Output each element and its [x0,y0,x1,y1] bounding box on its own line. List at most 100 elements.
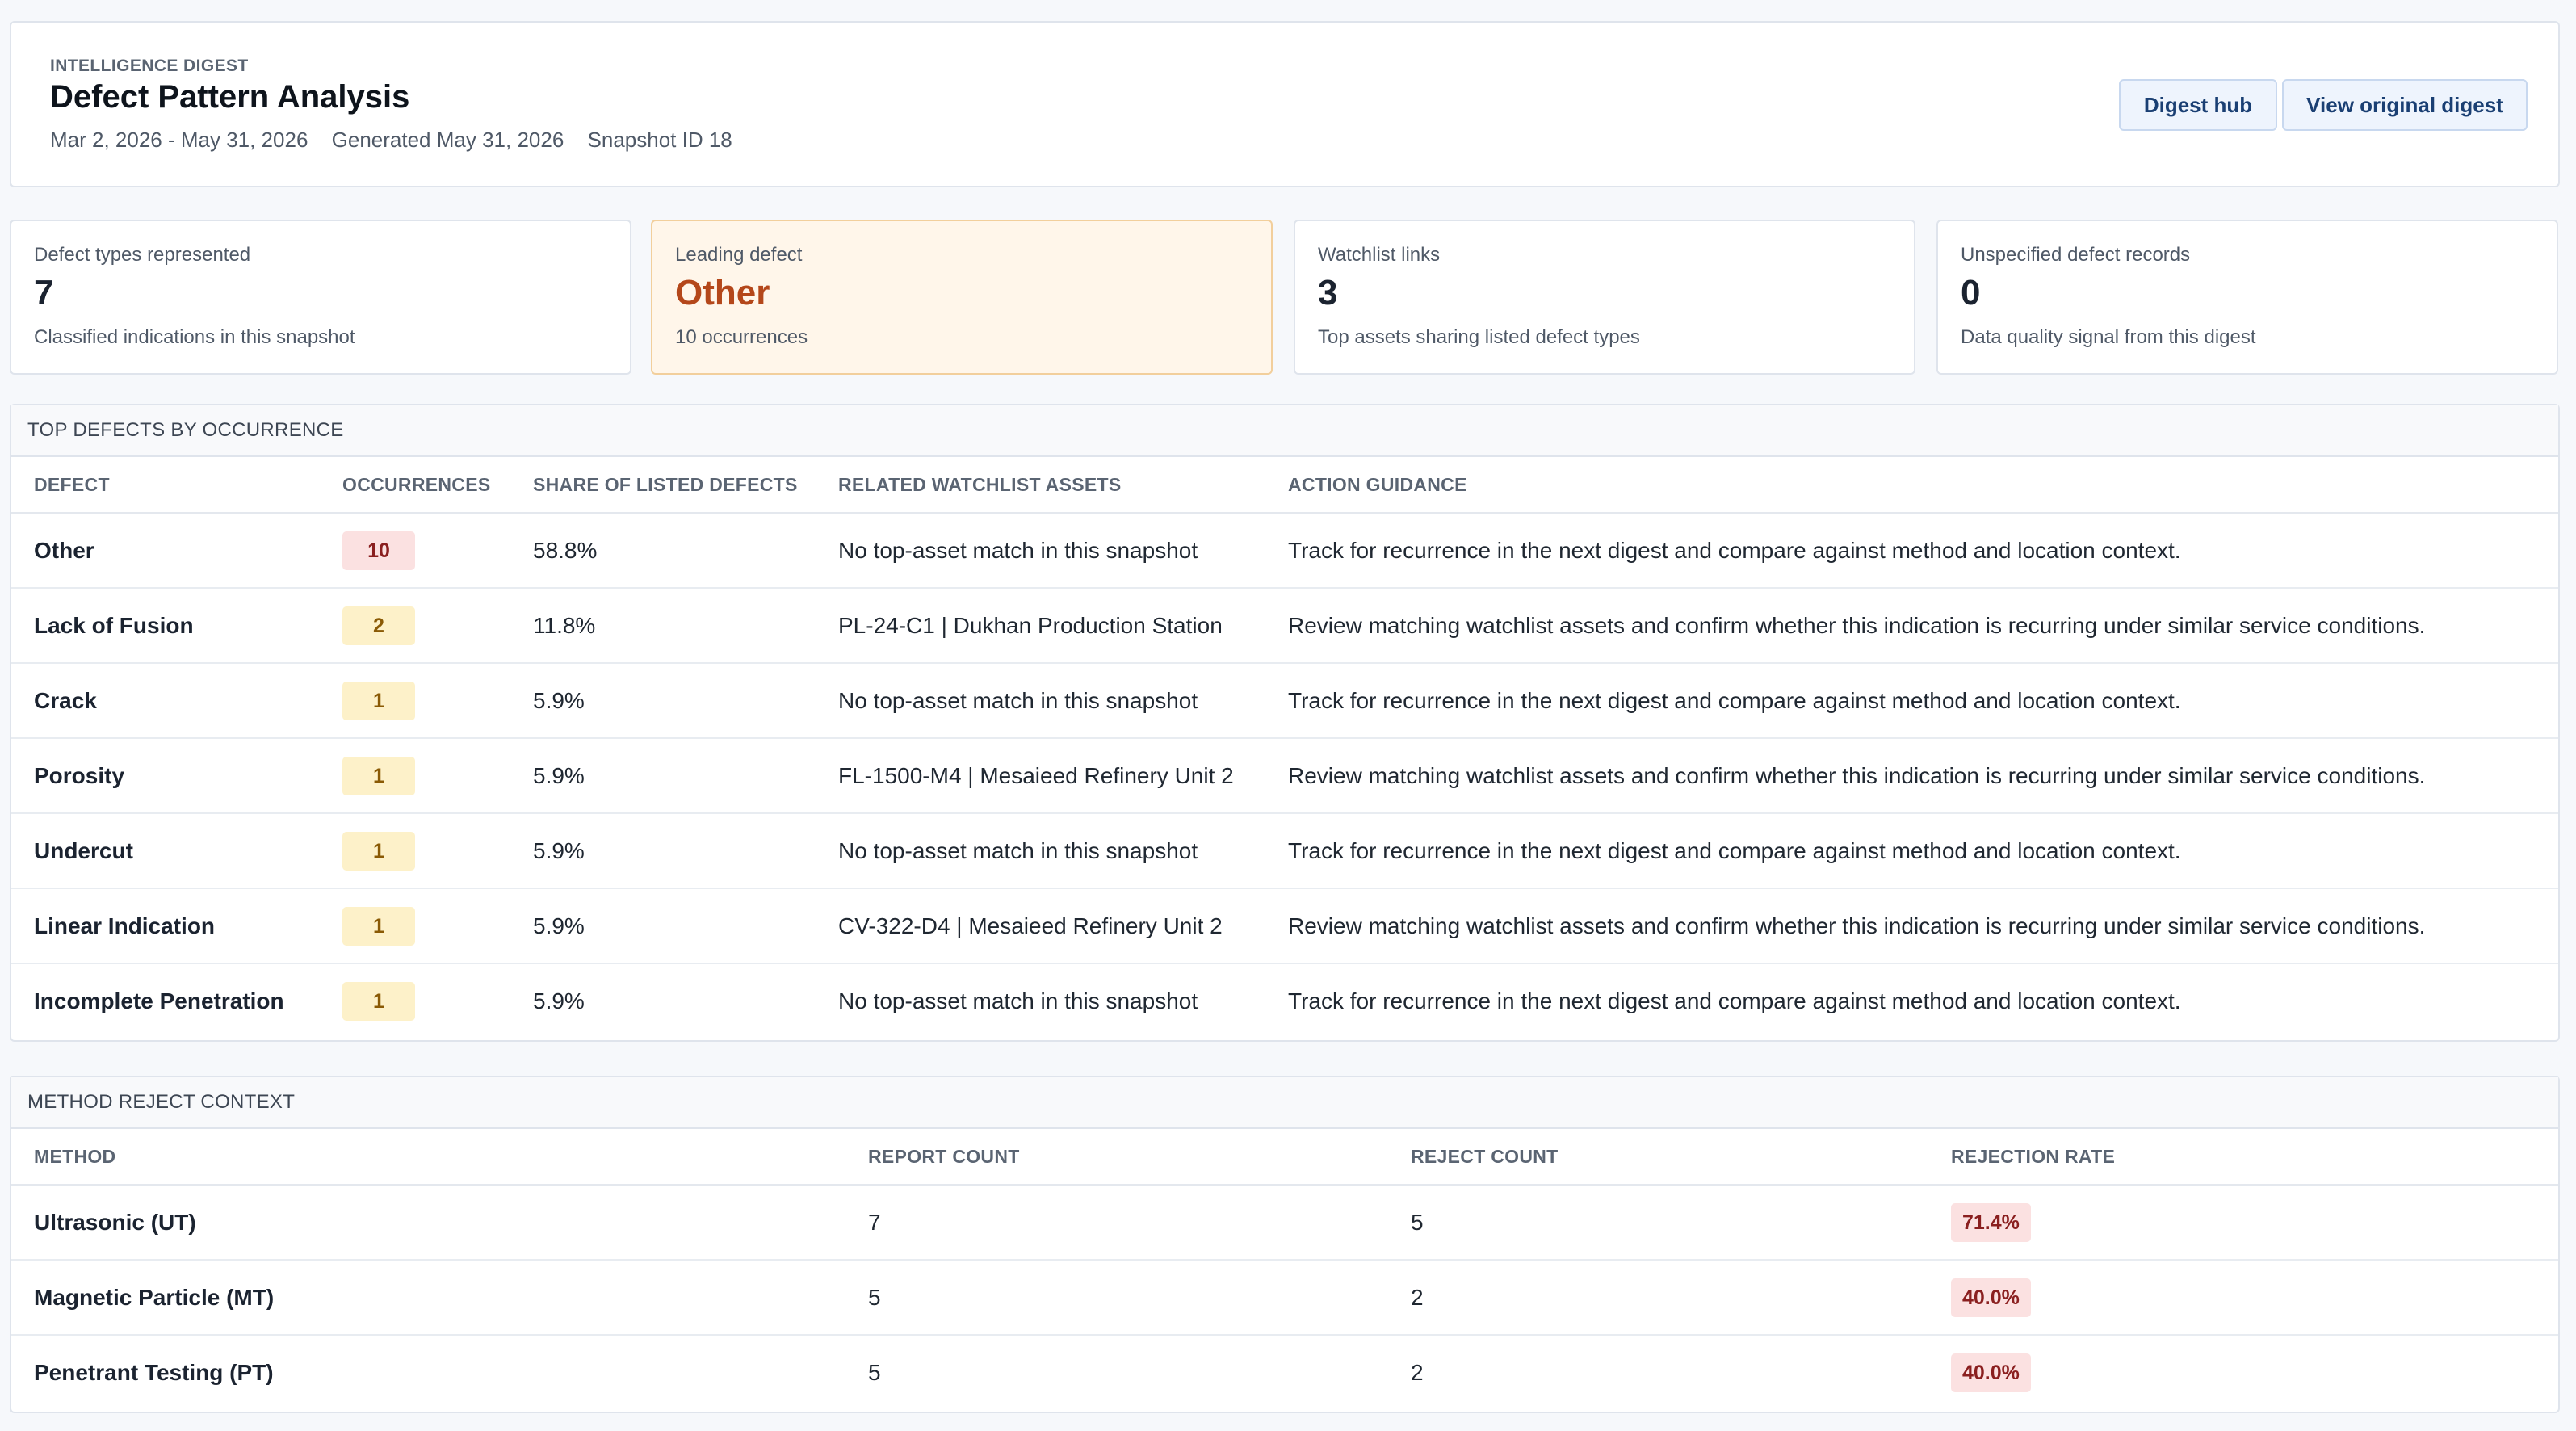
share-cell: 5.9% [533,988,585,1013]
card-subtext: Classified indications in this snapshot [34,326,355,348]
rejection-rate-cell: 40.0% [1928,1335,2558,1409]
occurrence-badge: 1 [342,831,415,871]
watchlist-assets-cell: No top-asset match in this snapshot [816,663,1265,739]
watchlist-assets-cell: No top-asset match in this snapshot [838,988,1198,1013]
action-guidance-cell: Review matching watchlist assets and con… [1265,588,2558,664]
column-header: DEFECT [11,457,320,514]
view-original-digest-button[interactable]: View original digest [2282,79,2528,131]
snapshot-id: Snapshot ID 18 [587,128,732,152]
digest-hub-button[interactable]: Digest hub [2119,79,2277,131]
table-header-row: DEFECT OCCURRENCES SHARE OF LISTED DEFEC… [11,457,2558,514]
rejection-rate-cell: 71.4% [1928,1185,2558,1261]
reject-count-cell: 2 [1388,1260,1928,1336]
defect-name: Undercut [11,813,320,889]
report-count-cell: 7 [845,1185,1388,1261]
occurrences-cell: 1 [320,738,510,814]
defect-name: Other [11,513,320,589]
rejection-rate-cell: 40.0% [1928,1260,2558,1336]
method-name: Ultrasonic (UT) [11,1185,845,1261]
top-defects-panel: TOP DEFECTS BY OCCURRENCE DEFECT OCCURRE… [10,404,2560,1042]
watchlist-assets-cell: No top-asset match in this snapshot [816,813,1265,889]
card-value: 3 [1318,273,1338,313]
table-row: Magnetic Particle (MT) 5 2 40.0% [11,1260,2558,1336]
share-cell: 5.9% [510,888,816,964]
share-cell: 58.8% [510,513,816,589]
action-guidance-cell: Track for recurrence in the next digest … [1265,813,2558,889]
report-count-cell: 5 [845,1260,1388,1336]
card-defect-types: Defect types represented 7 Classified in… [10,220,631,375]
column-header: METHOD [11,1129,845,1186]
eyebrow-label: INTELLIGENCE DIGEST [50,57,249,75]
defect-name: Linear Indication [11,888,320,964]
occurrence-badge: 1 [342,906,415,946]
card-subtext: 10 occurrences [675,326,808,348]
table-header-row: METHOD REPORT COUNT REJECT COUNT REJECTI… [11,1129,2558,1186]
action-guidance-cell: Track for recurrence in the next digest … [1265,513,2558,589]
action-guidance-cell: Track for recurrence in the next digest … [1265,663,2558,739]
share-cell: 5.9% [510,663,816,739]
column-header: OCCURRENCES [320,457,510,514]
column-header: ACTION GUIDANCE [1265,457,2558,514]
table-row: Undercut 1 5.9% No top-asset match in this … [11,813,2558,889]
method-name: Magnetic Particle (MT) [11,1260,845,1336]
occurrences-cell: 1 [320,963,510,1038]
watchlist-assets-cell: No top-asset match in this snapshot [816,513,1265,589]
card-label: Leading defect [675,244,803,266]
reject-count-cell: 5 [1388,1185,1928,1261]
column-header: REJECT COUNT [1388,1129,1928,1186]
card-label: Watchlist links [1318,244,1441,266]
card-watchlist-links: Watchlist links 3 Top assets sharing lis… [1294,220,1915,375]
card-label: Unspecified defect records [1961,244,2191,266]
card-value: Other [675,273,770,313]
methods-table: METHOD REPORT COUNT REJECT COUNT REJECTI… [11,1129,2558,1409]
occurrences-cell: 2 [320,588,510,664]
defect-name: Porosity [11,738,320,814]
card-value: 0 [1961,273,1981,313]
table-row: Linear Indication 1 5.9% CV-322-D4 | Mesaie… [11,888,2558,964]
report-count-cell: 5 [868,1359,881,1385]
card-unspecified-records: Unspecified defect records 0 Data qualit… [1936,220,2558,375]
method-reject-panel: METHOD REJECT CONTEXT METHOD REPORT COUN… [10,1076,2560,1413]
occurrences-cell: 10 [320,513,510,589]
reject-count-cell: 2 [1411,1359,1424,1385]
defect-name: Crack [11,663,320,739]
defect-name: Lack of Fusion [11,588,320,664]
occurrence-badge: 10 [342,531,415,570]
generated-date: Generated May 31, 2026 [331,128,564,152]
defects-table: DEFECT OCCURRENCES SHARE OF LISTED DEFEC… [11,457,2558,1038]
table-row: Porosity 1 5.9% FL-1500-M4 | Mesaieed Refin… [11,738,2558,814]
section-title: METHOD REJECT CONTEXT [11,1077,2558,1129]
table-row: Other 10 58.8% No top-asset match in this s… [11,513,2558,589]
share-cell: 5.9% [510,738,816,814]
share-cell: 5.9% [510,813,816,889]
section-title: TOP DEFECTS BY OCCURRENCE [11,405,2558,457]
card-subtext: Top assets sharing listed defect types [1318,326,1640,348]
watchlist-assets-cell: CV-322-D4 | Mesaieed Refinery Unit 2 [816,888,1265,964]
digest-header: INTELLIGENCE DIGEST Defect Pattern Analy… [10,21,2560,187]
occurrences-cell: 1 [320,813,510,889]
action-guidance-cell: Track for recurrence in the next digest … [1288,988,2181,1013]
share-cell: 11.8% [510,588,816,664]
rejection-rate-badge: 71.4% [1951,1202,2031,1242]
column-header: REPORT COUNT [845,1129,1388,1186]
column-header: REJECTION RATE [1928,1129,2558,1186]
rejection-rate-badge: 40.0% [1951,1278,2031,1317]
date-range: Mar 2, 2026 - May 31, 2026 [50,128,308,152]
occurrence-badge: 2 [342,606,415,645]
column-header: SHARE OF LISTED DEFECTS [510,457,816,514]
occurrence-badge: 1 [342,756,415,795]
action-guidance-cell: Review matching watchlist assets and con… [1265,888,2558,964]
table-row: Penetrant Testing (PT) 5 2 40.0% [11,1335,2558,1409]
defect-name: Incomplete Penetration [34,988,284,1013]
table-row: Crack 1 5.9% No top-asset match in this sna… [11,663,2558,739]
card-subtext: Data quality signal from this digest [1961,326,2256,348]
method-name: Penetrant Testing (PT) [34,1359,274,1385]
table-row: Incomplete Penetration 1 5.9% No top-asset … [11,963,2558,1038]
card-label: Defect types represented [34,244,251,266]
page-title: Defect Pattern Analysis [50,79,410,115]
occurrences-cell: 1 [320,888,510,964]
card-value: 7 [34,273,54,313]
card-leading-defect: Leading defect Other 10 occurrences [651,220,1273,375]
table-row: Lack of Fusion 2 11.8% PL-24-C1 | Dukhan Pr… [11,588,2558,664]
column-header: RELATED WATCHLIST ASSETS [816,457,1265,514]
